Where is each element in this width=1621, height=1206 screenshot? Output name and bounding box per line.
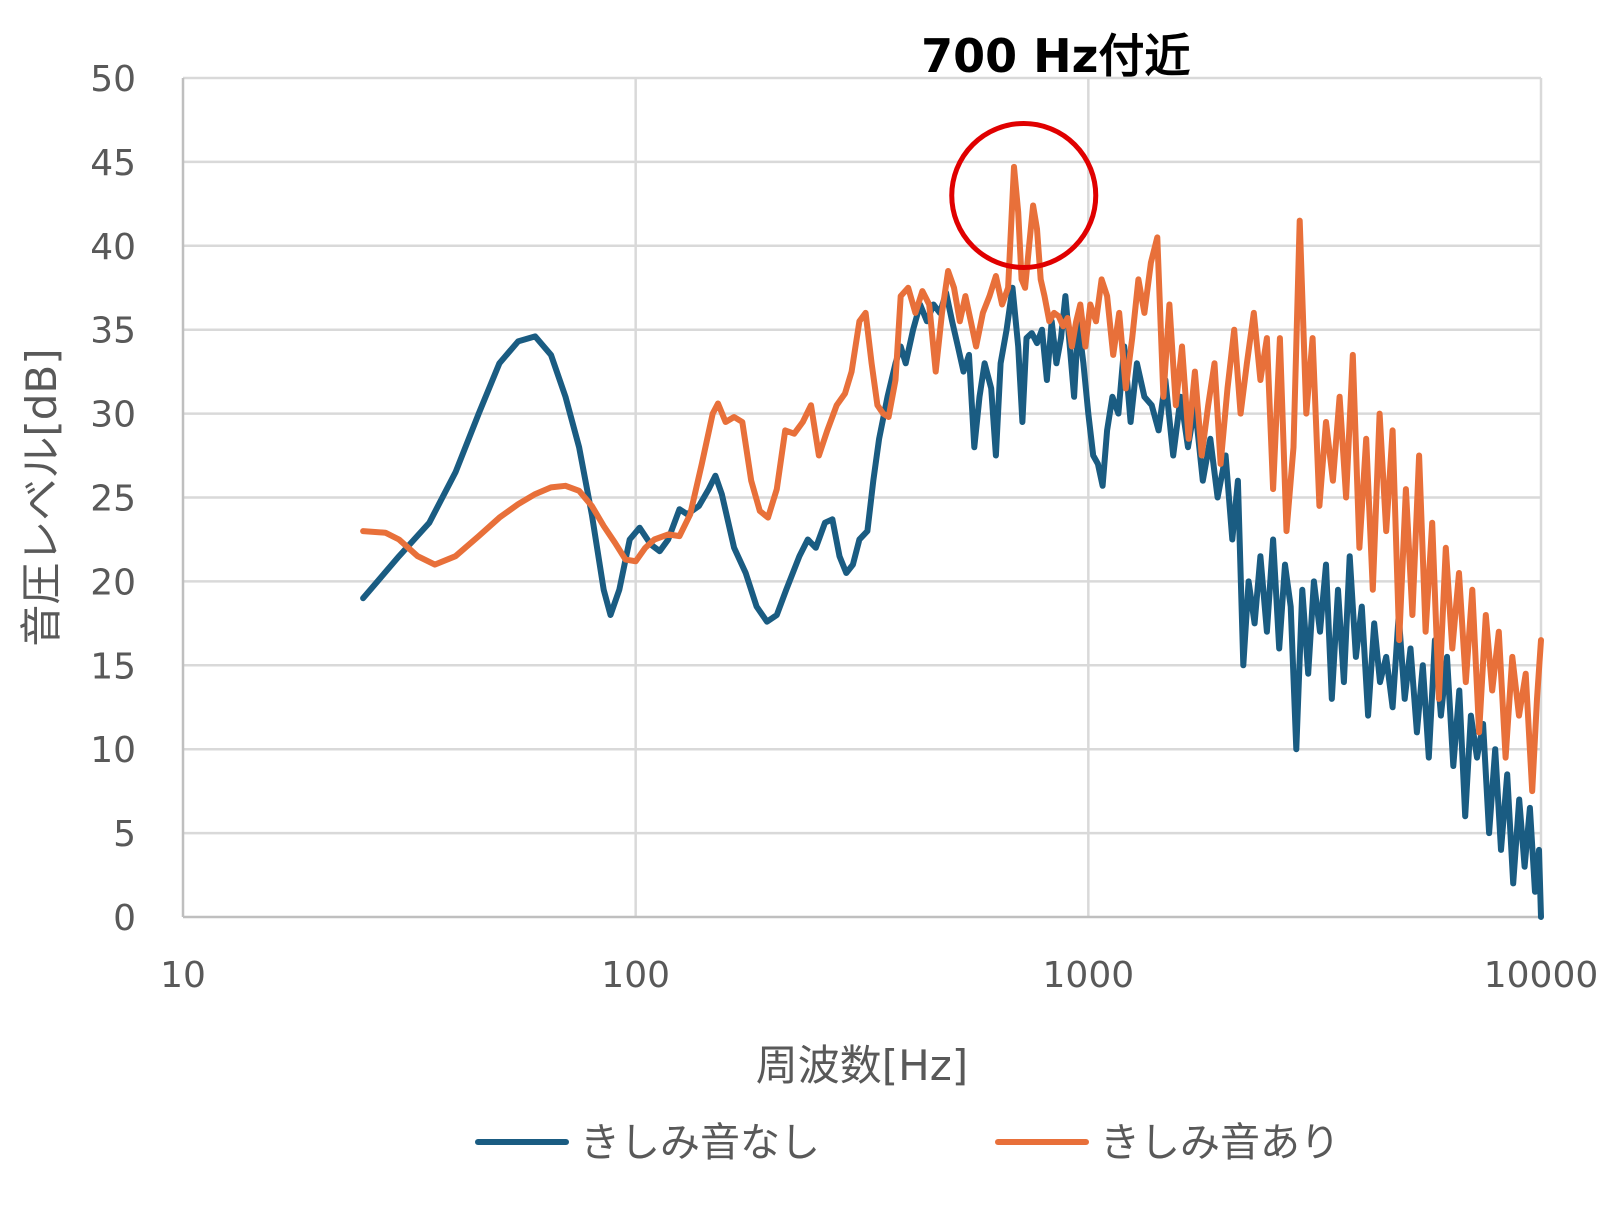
y-tick-label: 40	[90, 227, 136, 268]
y-tick-label: 20	[90, 562, 136, 603]
annotation: 700 Hz付近	[921, 29, 1190, 270]
y-tick-label: 25	[90, 479, 136, 520]
legend-label: きしみ音なし	[580, 1120, 820, 1166]
annotation-label: 700 Hz付近	[921, 29, 1190, 83]
series-line-squeak	[360, 163, 1544, 795]
y-tick-label: 15	[90, 646, 136, 687]
y-tick-label: 30	[90, 395, 136, 436]
y-tick-label: 45	[90, 143, 136, 184]
series-line-no-squeak	[360, 284, 1544, 920]
y-tick-label: 10	[90, 730, 136, 771]
x-tick-label: 10	[160, 955, 206, 996]
annotation-circle	[949, 120, 1099, 270]
x-tick-label: 1000	[1043, 955, 1135, 996]
x-axis-title: 周波数[Hz]	[756, 1041, 968, 1090]
x-tick-label: 100	[601, 955, 670, 996]
y-tick-label: 35	[90, 311, 136, 352]
x-tick-label: 10000	[1484, 955, 1599, 996]
series-layer	[360, 163, 1544, 920]
y-tick-label: 5	[113, 814, 136, 855]
axes	[181, 78, 1541, 919]
y-tick-labels: 0 5 10 15 20 25 30 35 40 45 50	[90, 59, 136, 939]
legend: きしみ音なし きしみ音あり	[475, 1120, 1340, 1166]
x-tick-labels: 10 100 1000 10000	[160, 955, 1598, 996]
y-tick-label: 50	[90, 59, 136, 100]
y-tick-label: 0	[113, 898, 136, 939]
legend-label: きしみ音あり	[1100, 1120, 1340, 1166]
y-axis-title: 音圧レベル[dB]	[17, 348, 66, 646]
gridlines	[183, 76, 1543, 917]
